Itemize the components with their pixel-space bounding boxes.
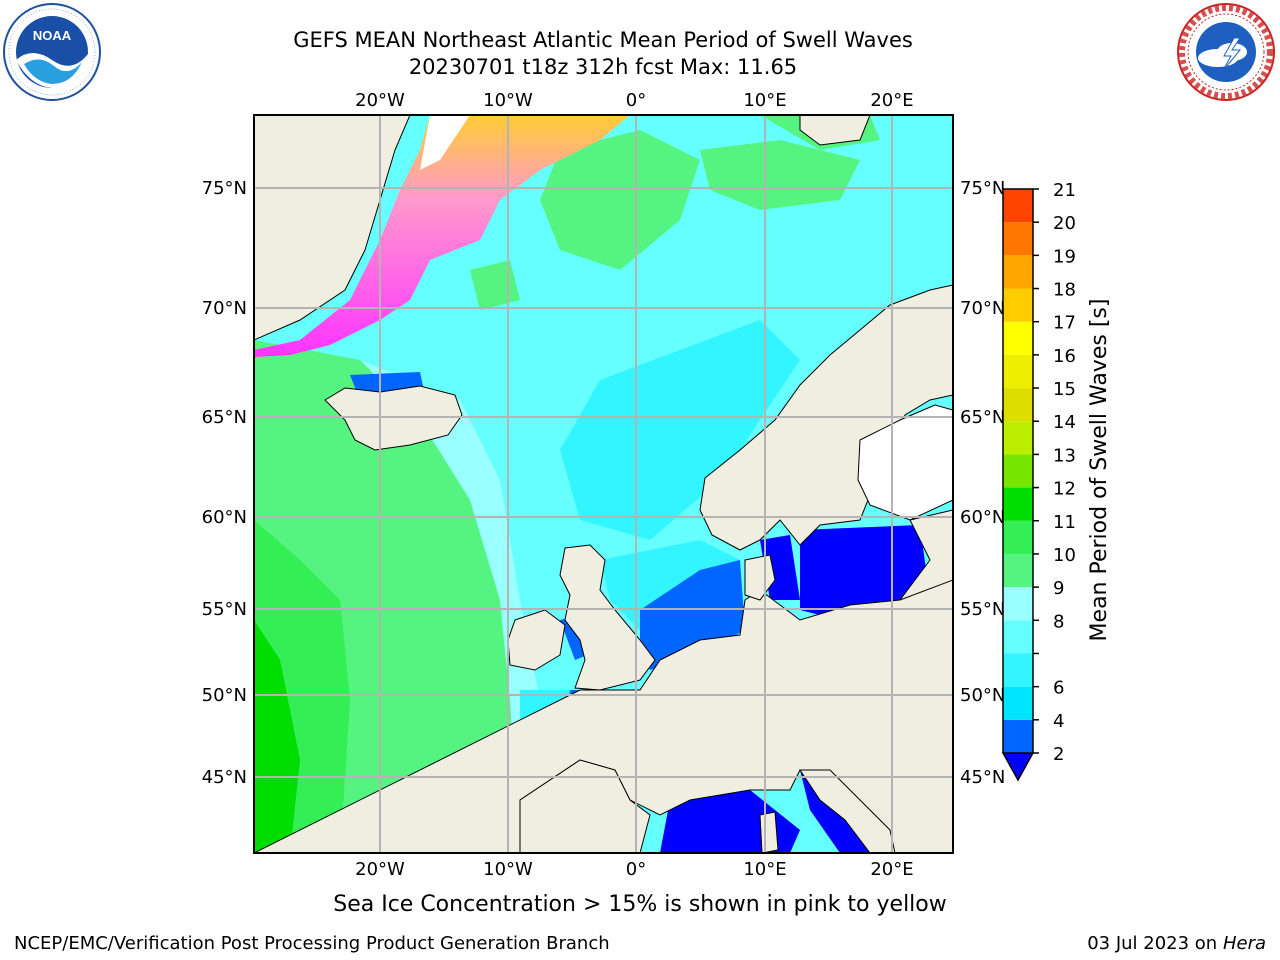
lon-label-0-bottom: 0° (626, 859, 646, 880)
colorbar-tick-label: 19 (1053, 246, 1076, 267)
map-field (254, 115, 953, 853)
lon-label-10w-top: 10°W (483, 90, 533, 111)
lat-label-55n-left: 55°N (202, 599, 247, 620)
colorbar-segment (1003, 222, 1033, 256)
colorbar-segment (1003, 421, 1033, 455)
colorbar-tick-label: 15 (1053, 379, 1076, 400)
colorbar-segment (1003, 487, 1033, 521)
lon-label-10e-bottom: 10°E (743, 859, 786, 880)
lon-label-10w-bottom: 10°W (483, 859, 533, 880)
map-frame (253, 114, 954, 854)
lat-label-75n-right: 75°N (960, 178, 1005, 199)
footer-host: Hera (1222, 933, 1266, 954)
colorbar-tick-label: 20 (1053, 213, 1076, 234)
lat-label-50n-right: 50°N (960, 685, 1005, 706)
nws-logo (1177, 3, 1275, 101)
lon-label-0-top: 0° (626, 90, 646, 111)
colorbar-tick-label: 14 (1053, 412, 1076, 433)
colorbar-tick-label: 11 (1053, 512, 1076, 533)
colorbar-tick-label: 10 (1053, 545, 1076, 566)
colorbar-segment (1003, 553, 1033, 588)
colorbar-tick-label: 18 (1053, 280, 1076, 301)
lon-labels-top: 20°W 10°W 0° 10°E 20°E (355, 90, 913, 111)
lat-labels-left: 75°N 70°N 65°N 60°N 55°N 50°N 45°N (202, 178, 247, 788)
colorbar-segment (1003, 288, 1033, 322)
noaa-logo-text: NOAA (33, 28, 72, 43)
colorbar-outline (1002, 188, 1034, 753)
colorbar-tick-label: 12 (1053, 479, 1076, 500)
colorbar-tick-label: 4 (1053, 711, 1064, 732)
colorbar-segment (1003, 354, 1033, 389)
footer-date-stamp: 03 Jul 2023 on Hera (1087, 933, 1266, 954)
footer-branch: NCEP/EMC/Verification Post Processing Pr… (14, 933, 610, 954)
colorbar: 2 4 6 8 9 10 11 12 13 14 15 16 17 18 19 20 21 (1001, 180, 1076, 782)
colorbar-label: Mean Period of Swell Waves [s] (1087, 299, 1112, 642)
colorbar-tick-label: 6 (1053, 678, 1064, 699)
lat-label-65n-right: 65°N (960, 407, 1005, 428)
noaa-logo: NOAA (3, 3, 101, 101)
lat-label-55n-right: 55°N (960, 599, 1005, 620)
colorbar-tick-label: 13 (1053, 445, 1076, 466)
lat-label-70n-left: 70°N (202, 298, 247, 319)
lat-label-65n-left: 65°N (202, 407, 247, 428)
lon-label-20e-top: 20°E (870, 90, 913, 111)
sea-ice-caption: Sea Ice Concentration > 15% is shown in … (333, 892, 947, 917)
colorbar-segment (1003, 388, 1033, 422)
lon-label-20w-bottom: 20°W (355, 859, 405, 880)
colorbar-segment (1003, 454, 1033, 488)
colorbar-tick-label: 16 (1053, 346, 1076, 367)
lat-label-70n-right: 70°N (960, 298, 1005, 319)
lat-labels-right: 75°N 70°N 65°N 60°N 55°N 50°N 45°N (960, 178, 1005, 788)
lon-label-20e-bottom: 20°E (870, 859, 913, 880)
colorbar-segment (1003, 686, 1033, 720)
lat-label-60n-left: 60°N (202, 507, 247, 528)
lat-label-50n-left: 50°N (202, 685, 247, 706)
colorbar-tick-label: 17 (1053, 313, 1076, 334)
lat-label-75n-left: 75°N (202, 178, 247, 199)
map-title: GEFS MEAN Northeast Atlantic Mean Period… (293, 28, 913, 52)
footer-date: 03 Jul 2023 on (1087, 933, 1218, 954)
colorbar-segment (1003, 653, 1033, 687)
lon-label-10e-top: 10°E (743, 90, 786, 111)
lon-label-20w-top: 20°W (355, 90, 405, 111)
colorbar-segment (1003, 321, 1033, 355)
map-subtitle: 20230701 t18z 312h fcst Max: 11.65 (408, 55, 798, 79)
colorbar-segment (1003, 587, 1033, 621)
colorbar-segment (1003, 189, 1033, 223)
gridlines (254, 115, 953, 853)
colorbar-segment (1003, 719, 1033, 753)
colorbar-tick-label: 21 (1053, 180, 1076, 201)
colorbar-tick-label: 9 (1053, 578, 1064, 599)
colorbar-tick-label: 2 (1053, 744, 1064, 765)
lon-labels-bottom: 20°W 10°W 0° 10°E 20°E (355, 859, 913, 880)
lat-label-45n-left: 45°N (202, 767, 247, 788)
colorbar-segment (1003, 520, 1033, 554)
lat-label-60n-right: 60°N (960, 507, 1005, 528)
lat-label-45n-right: 45°N (960, 767, 1005, 788)
colorbar-segment (1003, 255, 1033, 289)
colorbar-segment (1003, 620, 1033, 654)
colorbar-tick-label: 8 (1053, 611, 1064, 632)
colorbar-extend-arrow (1001, 752, 1035, 782)
